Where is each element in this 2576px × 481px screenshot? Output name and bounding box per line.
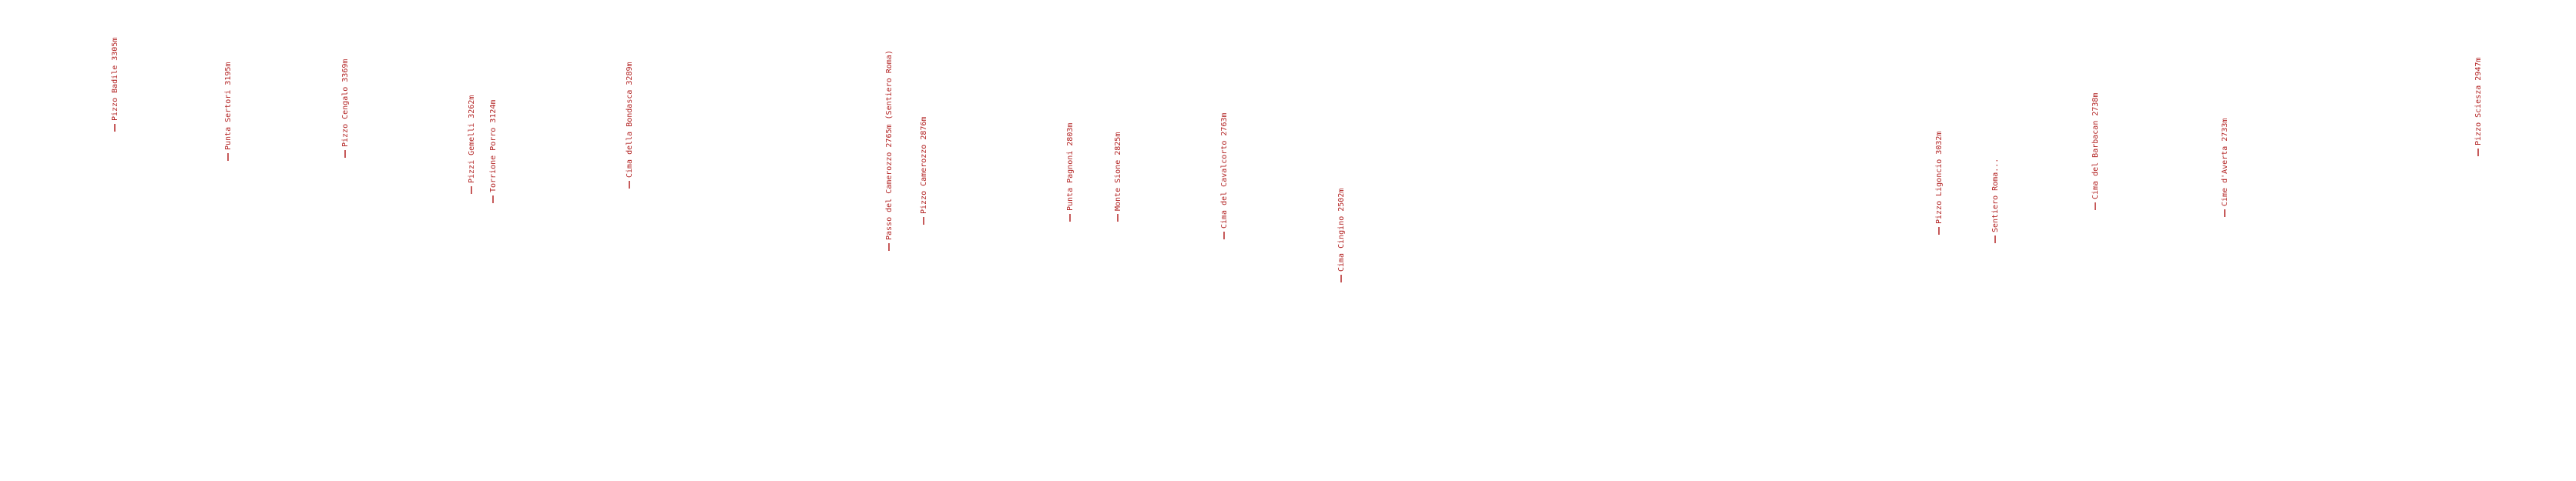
peak-label: Sentiero Roma... <box>1991 159 2000 232</box>
peak-label: Pizzo Sciesza 2947m <box>2474 58 2483 145</box>
peak-label: Cime d'Averta 2733m <box>2221 119 2229 206</box>
peak-label: Cima del Cavalcorto 2763m <box>1220 112 1229 229</box>
peak-label: Cima del Barbacan 2738m <box>2091 93 2100 199</box>
peak-label: Torrione Porro 3124m <box>489 100 498 192</box>
peak-label: Passo del Camerozzo 2765m (Sentiero Roma… <box>885 50 894 240</box>
peak-label: Pizzi Gemelli 3262m <box>468 95 476 183</box>
peak-label: Cima della Bondasca 3289m <box>626 62 634 178</box>
peak-label: Punta Pagnoni 2803m <box>1066 123 1075 211</box>
peak-label: Cima Cingino 2502m <box>1337 189 1346 272</box>
peak-label: Monte Sione 2825m <box>1114 132 1122 211</box>
peak-label: Pizzo Ligoncio 3032m <box>1935 132 1944 224</box>
peak-label: Pizzo Camerozzo 2876m <box>920 117 928 214</box>
peak-label: Punta Sertori 3195m <box>224 62 233 150</box>
peak-label: Pizzo Badile 3305m <box>111 38 119 121</box>
peak-label: Pizzo Cengalo 3369m <box>341 59 350 147</box>
